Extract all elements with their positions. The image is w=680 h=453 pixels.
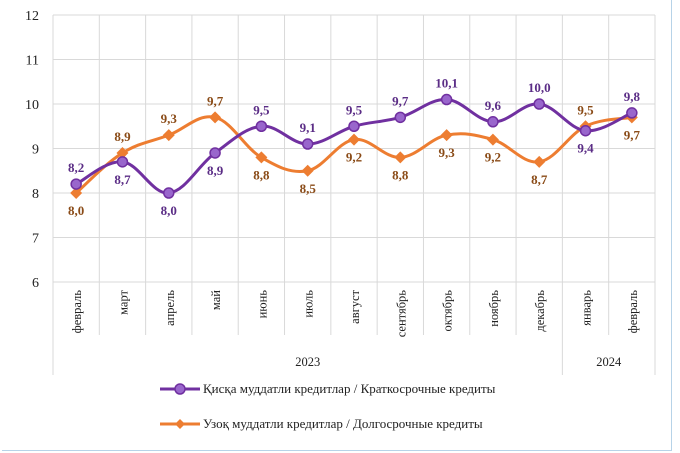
y-tick-label: 7: [32, 232, 39, 247]
x-tick-label: февраль: [626, 290, 640, 334]
legend-item-long-term: Узоқ муддатли кредитлар / Долгосрочные к…: [160, 415, 495, 433]
x-tick-label: апрель: [163, 290, 177, 326]
data-point-short-term: [533, 98, 545, 110]
data-point-short-term: [348, 120, 360, 132]
data-label-short-term: 10,0: [528, 80, 551, 95]
data-point-short-term: [70, 178, 82, 190]
y-tick-label: 10: [25, 98, 39, 113]
y-tick-label: 6: [32, 276, 39, 291]
x-tick-label: январь: [580, 290, 594, 326]
year-label: 2024: [596, 355, 622, 369]
data-label-short-term: 10,1: [435, 76, 458, 91]
data-label-short-term: 8,2: [68, 160, 84, 175]
data-label-long-term: 8,0: [68, 203, 84, 218]
data-label-short-term: 8,0: [161, 203, 177, 218]
orange-diamond-marker-icon: [160, 419, 200, 429]
data-label-long-term: 8,8: [253, 167, 270, 182]
data-label-long-term: 8,9: [114, 129, 131, 144]
x-tick-label: сентябрь: [394, 290, 408, 338]
data-label-short-term: 9,5: [253, 102, 270, 117]
data-label-long-term: 9,2: [346, 150, 362, 165]
year-label: 2023: [295, 355, 320, 369]
data-label-long-term: 9,3: [161, 111, 178, 126]
data-label-short-term: 9,1: [300, 120, 316, 135]
data-point-short-term: [163, 187, 175, 199]
data-label-long-term: 8,5: [300, 181, 317, 196]
data-point-long-term: [533, 155, 546, 168]
data-point-short-term: [116, 156, 129, 168]
data-point-short-term: [255, 120, 268, 132]
data-point-long-term: [348, 133, 360, 146]
data-label-short-term: 9,5: [346, 102, 363, 117]
data-point-long-term: [255, 151, 268, 164]
data-label-long-term: 9,5: [577, 102, 594, 117]
data-label-long-term: 9,2: [485, 150, 501, 165]
data-point-short-term: [209, 147, 221, 159]
data-point-long-term: [486, 133, 499, 146]
data-point-long-term: [301, 164, 314, 177]
data-point-short-term: [301, 138, 314, 150]
purple-circle-marker-icon: [160, 383, 200, 395]
x-tick-label: июнь: [255, 290, 269, 319]
data-label-short-term: 8,7: [114, 172, 131, 187]
legend: Қисқа муддатли кредитлар / Краткосрочные…: [160, 380, 495, 450]
y-tick-label: 9: [32, 143, 39, 158]
x-tick-label: декабрь: [533, 290, 547, 332]
x-tick-label: июль: [302, 290, 316, 318]
y-tick-label: 8: [32, 187, 39, 202]
data-label-short-term: 9,4: [577, 141, 594, 156]
data-point-short-term: [626, 107, 638, 119]
data-label-long-term: 9,7: [207, 93, 224, 108]
data-label-long-term: 8,7: [531, 172, 548, 187]
legend-item-short-term: Қисқа муддатли кредитлар / Краткосрочные…: [160, 380, 495, 398]
data-label-long-term: 9,3: [438, 145, 455, 160]
data-point-short-term: [579, 124, 592, 137]
data-label-short-term: 8,9: [207, 163, 224, 178]
legend-label-short-term: Қисқа муддатли кредитлар / Краткосрочные…: [203, 381, 496, 396]
x-tick-label: август: [348, 289, 362, 323]
x-tick-label: март: [116, 289, 130, 314]
y-tick-label: 12: [25, 9, 39, 24]
data-label-short-term: 9,8: [624, 89, 641, 104]
data-point-short-term: [487, 116, 499, 128]
x-tick-label: май: [209, 290, 223, 310]
data-label-long-term: 9,7: [624, 127, 641, 142]
data-point-long-term: [440, 129, 453, 142]
data-point-long-term: [209, 111, 222, 124]
legend-label-long-term: Узоқ муддатли кредитлар / Долгосрочные к…: [203, 416, 483, 431]
data-label-short-term: 9,6: [485, 98, 502, 113]
data-point-long-term: [162, 129, 175, 142]
data-point-short-term: [440, 93, 453, 106]
data-point-long-term: [116, 146, 129, 159]
y-tick-label: 11: [26, 54, 39, 69]
x-tick-label: ноябрь: [487, 290, 501, 327]
data-label-long-term: 8,8: [392, 167, 409, 182]
data-point-short-term: [394, 111, 407, 124]
x-tick-label: октябрь: [441, 290, 455, 332]
data-label-short-term: 9,7: [392, 93, 409, 108]
x-tick-label: февраль: [70, 290, 84, 334]
data-point-long-term: [394, 151, 407, 164]
data-point-long-term: [70, 187, 83, 199]
